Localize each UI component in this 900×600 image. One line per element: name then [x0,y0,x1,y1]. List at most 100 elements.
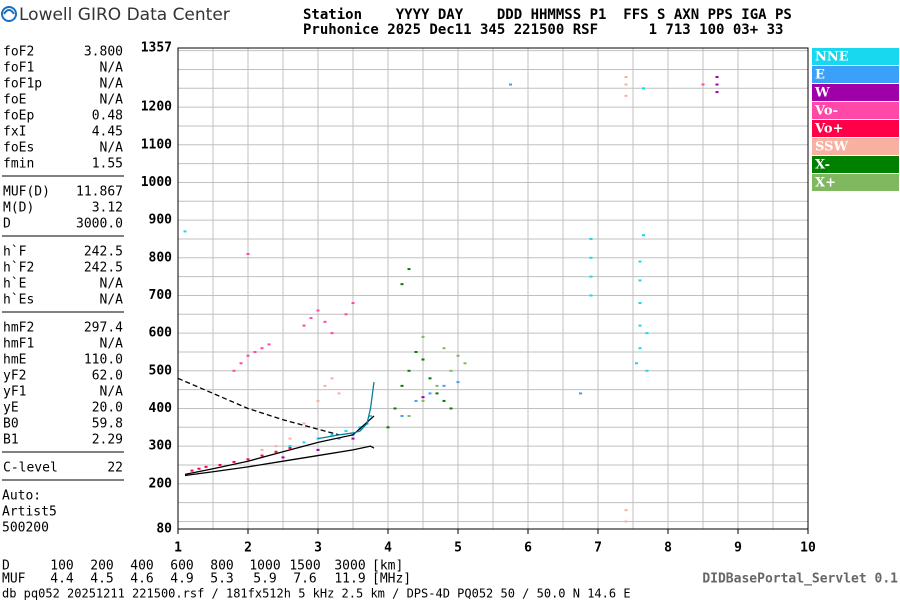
param-value: 3.800 [84,45,123,60]
echo-point [435,392,439,395]
echo-point [358,426,362,429]
param-value: 3.12 [92,201,123,216]
echo-point [400,384,404,387]
param-name: h`E [3,277,26,292]
echo-point [316,448,320,451]
echo-point [386,426,390,429]
table-value: 800 [210,559,233,574]
param-value: 20.0 [92,401,123,416]
table-value: 5.3 [210,572,233,587]
y-tick-label: 900 [149,213,173,228]
y-tick-label: 300 [149,439,173,454]
echo-point [197,467,201,470]
legend-swatch [812,138,899,155]
y-tick-label: 1357 [141,41,172,56]
auto-info: 500200 [2,521,49,536]
logo-text: Lowell GIRO Data Center [19,5,230,25]
param-name: fxI [3,125,26,140]
echo-point [218,463,222,466]
echo-point [344,430,348,433]
echo-point [323,320,327,323]
echo-point [309,317,313,320]
echo-point [456,354,460,357]
table-value: 4.6 [130,572,153,587]
param-name: B0 [3,417,19,432]
station-header: Station YYYY DAY DDD HHMMSS P1 FFS S AXN… [303,7,792,23]
legend-swatch [812,156,899,173]
echo-point [442,399,446,402]
echo-point [624,83,628,86]
echo-point [260,454,264,457]
footer: db pq052 20251211 221500.rsf / 181fx512h… [2,587,631,600]
echo-point [204,465,208,468]
echo-point [246,458,250,461]
legend-swatch [812,48,899,65]
echo-point [351,437,355,440]
echo-point [407,268,411,271]
echo-point [435,384,439,387]
x-tick-label: 7 [594,541,602,556]
table-unit: [MHz] [372,572,411,587]
echo-point [645,332,649,335]
echo-point [715,83,719,86]
table-label: D [2,559,10,574]
echo-point [316,399,320,402]
param-value: 3000.0 [76,217,123,232]
x-tick-label: 3 [314,541,322,556]
echo-point [638,302,642,305]
trace-line [184,415,375,476]
echo-point [414,399,418,402]
param-value: 297.4 [84,321,123,336]
echo-point [369,415,372,418]
echo-point [428,392,432,395]
echo-point [274,445,278,448]
echo-point [715,91,719,94]
echo-point [274,450,278,453]
echo-point [253,350,257,353]
station-values: Pruhonice 2025 Dec11 345 221500 RSF 1 71… [303,22,783,38]
table-value: 1000 [249,559,280,574]
param-value: 62.0 [92,369,123,384]
param-name: foEp [3,109,34,124]
legend-label: Vo+ [814,122,843,137]
echo-point [635,362,638,365]
echo-point [624,520,628,523]
param-name: yE [3,401,19,416]
echo-point [288,447,292,450]
echo-point [246,354,250,357]
auto-info: Auto: [2,489,41,504]
table-value: 11.9 [334,572,365,587]
param-value: 11.867 [76,185,123,200]
logo [1,6,17,22]
param-name: foF2 [3,45,34,60]
legend-swatch [812,66,899,83]
echo-point [421,399,425,402]
echo-point [288,437,292,440]
echo-point [323,384,327,387]
y-tick-label: 600 [149,326,173,341]
param-value: 242.5 [84,245,123,260]
echo-point [589,275,593,278]
x-tick-label: 1 [174,541,182,556]
param-value: 22 [107,461,123,476]
param-value: 110.0 [84,353,123,368]
echo-point [281,456,285,459]
echo-point [638,347,642,350]
table-value: 5.9 [253,572,276,587]
echo-point [183,230,187,233]
echo-point [393,407,397,410]
param-value: N/A [100,385,124,400]
echo-point [421,396,425,399]
echo-point [449,407,453,410]
param-name: D [3,217,11,232]
echo-point [642,87,645,90]
table-value: 200 [90,559,113,574]
x-tick-label: 10 [800,541,816,556]
param-name: foF1p [3,77,42,92]
param-value: N/A [100,61,124,76]
param-name: foE [3,93,26,108]
x-tick-label: 6 [524,541,532,556]
param-name: hmF2 [3,321,34,336]
echo-point [589,294,593,297]
param-name: C-level [3,461,58,476]
